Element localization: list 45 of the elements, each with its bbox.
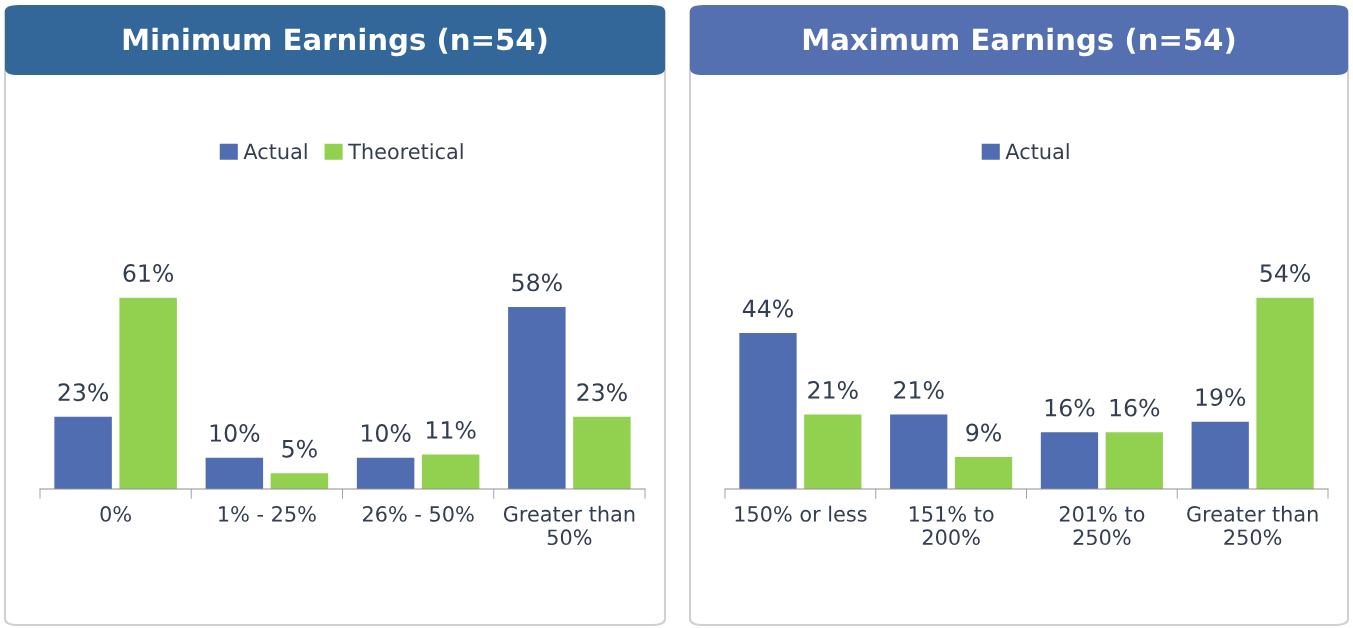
data-label: 44% xyxy=(742,299,793,318)
data-label: 16% xyxy=(1110,398,1160,417)
chart-title: Maximum Earnings (n=54) xyxy=(803,27,1235,57)
data-label: 21% xyxy=(894,381,944,399)
data-label: 19% xyxy=(1196,388,1246,406)
x-tick-label: 151% to 200% xyxy=(909,506,994,546)
data-label: 23% xyxy=(58,383,109,402)
x-tick-label: 150% or less xyxy=(735,505,867,522)
x-tick-label: Greater than 50% xyxy=(503,505,635,546)
data-label: 23% xyxy=(577,383,627,402)
bar xyxy=(119,297,177,489)
data-label: 16% xyxy=(1045,398,1095,417)
bar xyxy=(804,414,862,489)
bar xyxy=(1256,297,1314,489)
bar xyxy=(205,457,264,489)
data-label: 10% xyxy=(210,424,260,442)
x-tick-label: 1% - 25% xyxy=(219,506,316,522)
bar xyxy=(356,457,415,489)
data-label: 54% xyxy=(1260,264,1310,282)
bar xyxy=(1191,421,1249,489)
data-label: 11% xyxy=(427,420,476,439)
x-tick-label: 201% to 250% xyxy=(1059,506,1145,546)
legend-label: Actual xyxy=(1005,143,1069,160)
legend-label: Actual xyxy=(243,143,307,160)
data-label: 21% xyxy=(808,381,858,399)
data-label: 5% xyxy=(282,439,317,458)
bar xyxy=(573,416,631,489)
bar xyxy=(739,333,797,489)
data-label: 9% xyxy=(966,423,1001,442)
bar xyxy=(954,457,1013,489)
chart-title: Minimum Earnings (n=54) xyxy=(123,27,547,57)
x-tick-label: 26% - 50% xyxy=(362,506,474,522)
data-label: 58% xyxy=(512,273,562,292)
x-tick-label: Greater than 250% xyxy=(1187,505,1318,546)
bar xyxy=(421,454,480,489)
bar xyxy=(54,416,112,489)
bar xyxy=(1105,432,1163,489)
data-label: 61% xyxy=(123,264,174,282)
bar xyxy=(890,414,948,489)
bar xyxy=(1040,432,1099,489)
x-tick-label: 0% xyxy=(100,506,131,522)
bar xyxy=(270,473,329,489)
bar xyxy=(508,307,566,489)
data-label: 10% xyxy=(361,424,411,442)
legend-label: Theoretical xyxy=(348,143,463,160)
